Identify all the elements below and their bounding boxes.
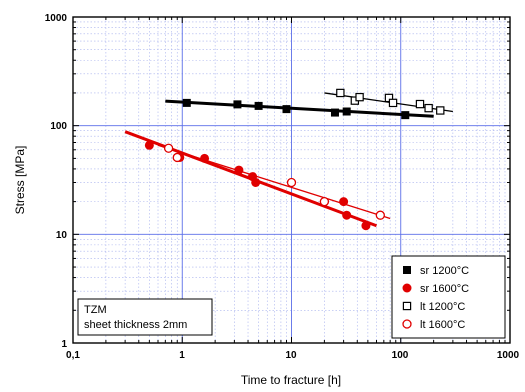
legend-label-lt-1600: lt 1600°C [420, 319, 465, 331]
data-point-sr-1600-c [200, 153, 210, 163]
data-point-sr-1200-c [401, 111, 410, 120]
y-tick-label: 1000 [45, 13, 68, 24]
x-tick-label: 0,1 [66, 350, 80, 361]
legend-label-sr-1200: sr 1200°C [420, 265, 469, 277]
data-point-sr-1200-c [282, 105, 291, 114]
data-point-sr-1600-c [339, 197, 349, 207]
x-tick-labels: 0,1 1 10 100 1000 [66, 350, 520, 361]
data-point-lt-1200-c [415, 99, 425, 109]
fit-line-sr-1200-c [165, 99, 434, 118]
data-point-lt-1200-c [388, 98, 398, 108]
data-point-sr-1200-c [233, 100, 242, 109]
legend-marker-lt-1600-c [402, 319, 412, 329]
annotation-thickness: sheet thickness 2mm [84, 319, 187, 331]
legend-marker-sr-1600-c [402, 283, 412, 293]
x-tick-label: 1000 [497, 350, 520, 361]
y-tick-label: 10 [56, 230, 68, 241]
legend: sr 1200°C sr 1600°C lt 1200°C lt 1600°C [391, 255, 506, 339]
annotation-box: TZM sheet thickness 2mm [77, 298, 213, 336]
data-point-sr-1600-c [144, 140, 154, 150]
data-point-lt-1200-c [336, 88, 345, 98]
data-point-lt-1200-c [355, 92, 364, 102]
data-points [144, 88, 445, 231]
data-point-sr-1200-c [330, 108, 339, 117]
legend-marker-sr-1200-c [403, 266, 411, 274]
legend-markers [402, 266, 412, 329]
y-axis-title: Stress [MPa] [13, 146, 27, 215]
data-point-lt-1200-c [436, 106, 445, 115]
data-point-sr-1600-c [361, 221, 371, 231]
axis-ticks [72, 17, 510, 344]
x-tick-label: 100 [392, 350, 409, 361]
x-tick-label: 1 [179, 350, 185, 361]
data-point-sr-1200-c [254, 101, 263, 110]
data-point-lt-1600-c [375, 210, 385, 220]
data-point-lt-1600-c [172, 152, 182, 163]
y-tick-label: 1 [61, 339, 67, 350]
y-tick-labels: 1 10 100 1000 [45, 13, 68, 350]
data-point-sr-1600-c [342, 210, 352, 220]
legend-label-lt-1200: lt 1200°C [420, 301, 465, 313]
data-point-lt-1600-c [286, 177, 297, 188]
data-point-sr-1200-c [342, 107, 351, 116]
data-point-lt-1600-c [163, 143, 174, 153]
x-axis-title: Time to fracture [h] [241, 373, 341, 387]
data-point-lt-1200-c [424, 103, 433, 113]
data-point-lt-1600-c [319, 196, 330, 207]
y-tick-label: 100 [50, 121, 67, 132]
legend-label-sr-1600: sr 1600°C [420, 283, 469, 295]
data-point-sr-1600-c [251, 177, 261, 187]
data-point-sr-1600-c [234, 165, 244, 175]
fit-line-lt-1600-c [157, 144, 391, 220]
legend-marker-lt-1200-c [402, 301, 412, 311]
data-point-sr-1200-c [182, 98, 191, 107]
annotation-frame [77, 298, 213, 336]
x-tick-label: 10 [285, 350, 297, 361]
annotation-material: TZM [84, 304, 107, 316]
